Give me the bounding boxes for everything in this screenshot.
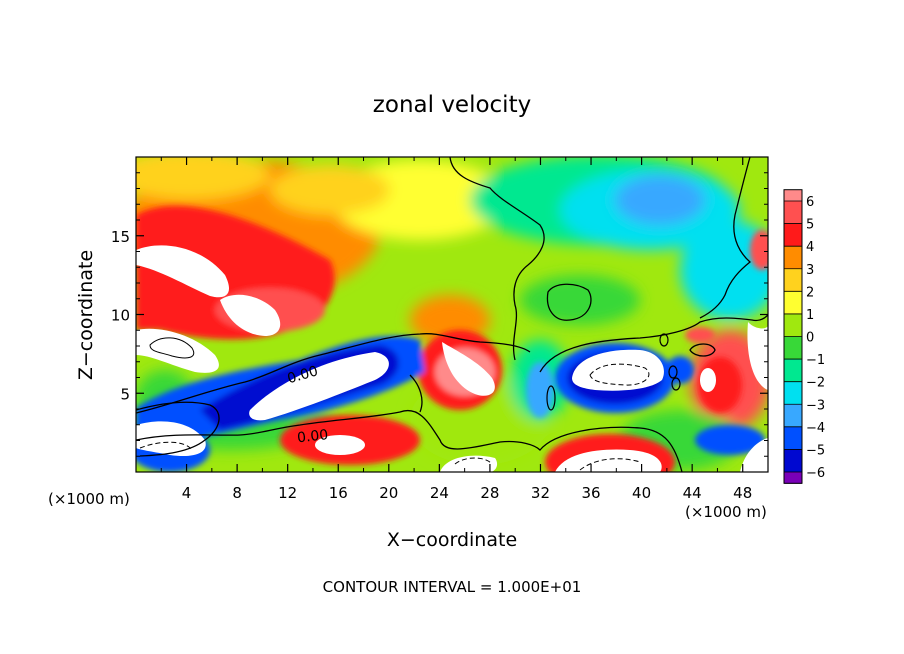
contour-lines <box>136 157 768 472</box>
y-tick-label: 15 <box>111 228 130 246</box>
x-unit-label-right: (×1000 m) <box>685 503 767 521</box>
x-axis-label: X−coordinate <box>387 529 517 551</box>
colorbar-label: 4 <box>806 240 814 255</box>
x-tick-label: 20 <box>379 484 398 502</box>
colorbar-label: −3 <box>806 398 825 413</box>
y-tick-label: 5 <box>120 385 130 403</box>
colorbar-label: −5 <box>806 443 825 458</box>
x-tick-label: 8 <box>232 484 242 502</box>
x-axis: 4 8 12 16 20 24 28 32 36 40 44 48 <box>160 157 752 502</box>
colorbar-swatch <box>784 359 802 383</box>
colorbar-swatch <box>784 201 802 225</box>
colorbar-swatch <box>784 449 802 473</box>
colorbar-label: 5 <box>806 218 814 233</box>
x-tick-label: 16 <box>329 484 348 502</box>
colorbar-label: 0 <box>806 331 814 346</box>
chart-title: zonal velocity <box>373 92 531 118</box>
colorbar-label: 6 <box>806 195 814 210</box>
colorbar-swatch <box>784 189 802 202</box>
colorbar-label: 1 <box>806 308 814 323</box>
colorbar-swatch <box>784 223 802 247</box>
colorbar-label: 2 <box>806 285 814 300</box>
contour-interval-footer: CONTOUR INTERVAL = 1.000E+01 <box>323 578 582 596</box>
colorbar-swatch <box>784 246 802 270</box>
x-tick-label: 40 <box>632 484 651 502</box>
x-tick-label: 44 <box>683 484 702 502</box>
x-tick-label: 4 <box>182 484 192 502</box>
colorbar-label: −1 <box>806 353 825 368</box>
colorbar-label: −2 <box>806 376 825 391</box>
x-tick-label: 24 <box>430 484 449 502</box>
x-tick-label: 32 <box>531 484 550 502</box>
colorbar-swatch <box>784 268 802 292</box>
colorbar: 6 5 4 3 2 1 0 −1 −2 −3 −4 −5 −6 <box>783 189 825 484</box>
x-unit-label-left: (×1000 m) <box>48 490 130 508</box>
x-tick-label: 36 <box>581 484 600 502</box>
colorbar-swatch <box>784 336 802 360</box>
colorbar-label: −4 <box>806 421 825 436</box>
y-axis-label: Z−coordinate <box>75 250 97 380</box>
colorbar-swatch <box>784 291 802 315</box>
colorbar-swatch <box>784 426 802 450</box>
colorbar-label: −6 <box>806 466 825 481</box>
heatmap-field <box>136 157 768 472</box>
colorbar-swatch <box>784 381 802 405</box>
contour-label: 0.00 <box>296 427 329 446</box>
colorbar-label: 3 <box>806 263 814 278</box>
colorbar-swatch <box>784 472 802 484</box>
colorbar-swatch <box>784 313 802 337</box>
y-axis: 5 10 15 <box>111 172 768 457</box>
x-tick-label: 48 <box>733 484 752 502</box>
y-tick-label: 10 <box>111 307 130 325</box>
colorbar-swatch <box>784 404 802 428</box>
x-tick-label: 12 <box>278 484 297 502</box>
x-tick-label: 28 <box>480 484 499 502</box>
